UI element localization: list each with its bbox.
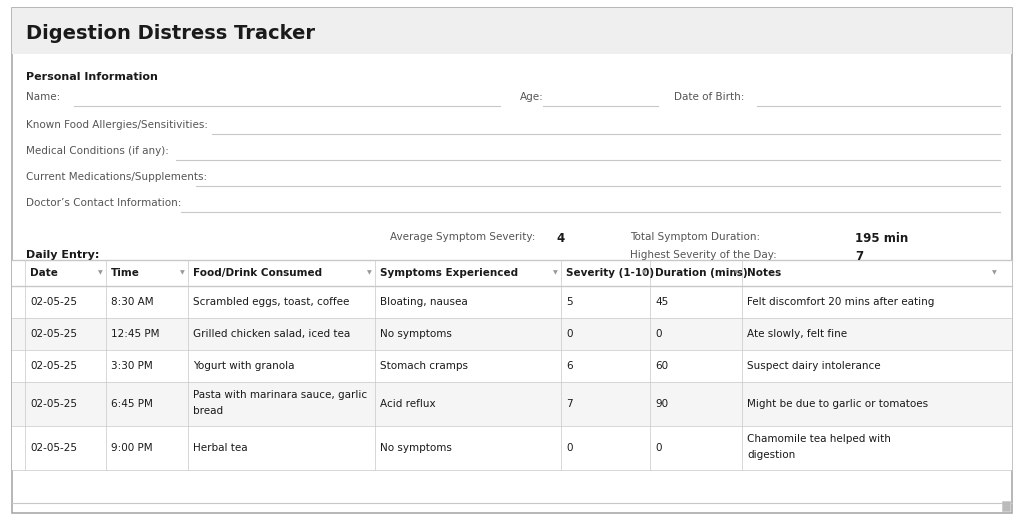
Text: Time: Time bbox=[111, 268, 140, 278]
Text: Date of Birth:: Date of Birth: bbox=[674, 92, 744, 102]
Text: 9:00 PM: 9:00 PM bbox=[111, 443, 153, 453]
Text: Symptoms Experienced: Symptoms Experienced bbox=[380, 268, 518, 278]
Bar bbox=[1002, 501, 1010, 511]
Text: Pasta with marinara sauce, garlic: Pasta with marinara sauce, garlic bbox=[193, 390, 368, 400]
Text: Highest Severity of the Day:: Highest Severity of the Day: bbox=[630, 250, 777, 260]
Text: 02-05-25: 02-05-25 bbox=[30, 329, 77, 339]
Text: Date: Date bbox=[30, 268, 58, 278]
Text: ▼: ▼ bbox=[553, 270, 557, 276]
Text: ▼: ▼ bbox=[991, 270, 996, 276]
Text: 6: 6 bbox=[566, 361, 572, 371]
Text: 02-05-25: 02-05-25 bbox=[30, 297, 77, 307]
Bar bbox=[12, 8, 1012, 54]
Text: 0: 0 bbox=[566, 443, 572, 453]
Text: Doctor’s Contact Information:: Doctor’s Contact Information: bbox=[26, 198, 181, 208]
Text: No symptoms: No symptoms bbox=[380, 329, 452, 339]
Text: digestion: digestion bbox=[746, 450, 796, 460]
Text: Yogurt with granola: Yogurt with granola bbox=[193, 361, 295, 371]
Text: 12:45 PM: 12:45 PM bbox=[111, 329, 160, 339]
Bar bbox=[12, 286, 1012, 318]
Text: Age:: Age: bbox=[520, 92, 544, 102]
Text: Chamomile tea helped with: Chamomile tea helped with bbox=[746, 434, 891, 444]
Text: 02-05-25: 02-05-25 bbox=[30, 399, 77, 409]
Text: No symptoms: No symptoms bbox=[380, 443, 452, 453]
Text: 02-05-25: 02-05-25 bbox=[30, 443, 77, 453]
Text: 0: 0 bbox=[566, 329, 572, 339]
Text: Ate slowly, felt fine: Ate slowly, felt fine bbox=[746, 329, 847, 339]
Text: ▼: ▼ bbox=[642, 270, 646, 276]
Text: 8:30 AM: 8:30 AM bbox=[111, 297, 154, 307]
Text: Food/Drink Consumed: Food/Drink Consumed bbox=[193, 268, 323, 278]
Text: 0: 0 bbox=[655, 443, 662, 453]
Bar bbox=[12, 260, 1012, 286]
Bar bbox=[12, 318, 1012, 350]
Text: Might be due to garlic or tomatoes: Might be due to garlic or tomatoes bbox=[746, 399, 928, 409]
Text: 90: 90 bbox=[655, 399, 668, 409]
Text: Duration (mins): Duration (mins) bbox=[655, 268, 748, 278]
Text: Suspect dairy intolerance: Suspect dairy intolerance bbox=[746, 361, 881, 371]
Text: Severity (1-10): Severity (1-10) bbox=[566, 268, 654, 278]
Text: ▼: ▼ bbox=[367, 270, 372, 276]
Text: Felt discomfort 20 mins after eating: Felt discomfort 20 mins after eating bbox=[746, 297, 934, 307]
Bar bbox=[12, 350, 1012, 382]
Text: ▼: ▼ bbox=[733, 270, 738, 276]
Text: 60: 60 bbox=[655, 361, 668, 371]
Text: Grilled chicken salad, iced tea: Grilled chicken salad, iced tea bbox=[193, 329, 350, 339]
Text: 0: 0 bbox=[655, 329, 662, 339]
Bar bbox=[12, 426, 1012, 470]
Text: Scrambled eggs, toast, coffee: Scrambled eggs, toast, coffee bbox=[193, 297, 349, 307]
Text: ▼: ▼ bbox=[97, 270, 102, 276]
Text: Notes: Notes bbox=[746, 268, 781, 278]
Text: Stomach cramps: Stomach cramps bbox=[380, 361, 468, 371]
Text: Personal Information: Personal Information bbox=[26, 72, 158, 82]
Text: 3:30 PM: 3:30 PM bbox=[111, 361, 153, 371]
Text: Acid reflux: Acid reflux bbox=[380, 399, 435, 409]
Text: Digestion Distress Tracker: Digestion Distress Tracker bbox=[26, 24, 315, 43]
Text: Daily Entry:: Daily Entry: bbox=[26, 250, 99, 260]
Text: 6:45 PM: 6:45 PM bbox=[111, 399, 153, 409]
Text: Current Medications/Supplements:: Current Medications/Supplements: bbox=[26, 172, 207, 182]
Text: 7: 7 bbox=[855, 250, 863, 263]
Text: Known Food Allergies/Sensitivities:: Known Food Allergies/Sensitivities: bbox=[26, 120, 208, 130]
Text: 02-05-25: 02-05-25 bbox=[30, 361, 77, 371]
Text: Total Symptom Duration:: Total Symptom Duration: bbox=[630, 232, 760, 242]
Text: Bloating, nausea: Bloating, nausea bbox=[380, 297, 468, 307]
Text: ▼: ▼ bbox=[179, 270, 184, 276]
Text: 7: 7 bbox=[566, 399, 572, 409]
Text: Medical Conditions (if any):: Medical Conditions (if any): bbox=[26, 146, 169, 156]
Text: 4: 4 bbox=[556, 232, 564, 245]
Text: Herbal tea: Herbal tea bbox=[193, 443, 248, 453]
Text: 45: 45 bbox=[655, 297, 669, 307]
Text: 5: 5 bbox=[566, 297, 572, 307]
Text: Name:: Name: bbox=[26, 92, 60, 102]
Text: Average Symptom Severity:: Average Symptom Severity: bbox=[390, 232, 536, 242]
Text: bread: bread bbox=[193, 406, 223, 416]
Text: 195 min: 195 min bbox=[855, 232, 908, 245]
Bar bbox=[12, 382, 1012, 426]
